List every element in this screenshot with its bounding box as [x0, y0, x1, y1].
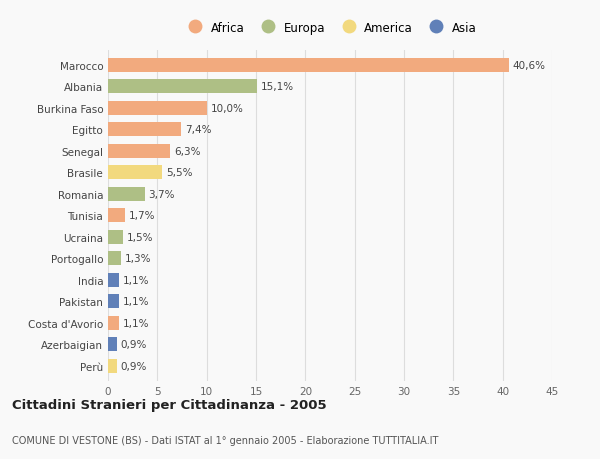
- Bar: [108, 187, 145, 201]
- Text: 1,7%: 1,7%: [129, 211, 155, 221]
- Text: 1,5%: 1,5%: [127, 232, 153, 242]
- Text: 15,1%: 15,1%: [261, 82, 294, 92]
- Text: 5,5%: 5,5%: [166, 168, 193, 178]
- Bar: [108, 166, 162, 180]
- Bar: [108, 145, 170, 158]
- Text: Cittadini Stranieri per Cittadinanza - 2005: Cittadini Stranieri per Cittadinanza - 2…: [12, 398, 326, 411]
- Text: 1,3%: 1,3%: [125, 254, 151, 263]
- Bar: [108, 123, 181, 137]
- Text: 0,9%: 0,9%: [121, 361, 147, 371]
- Text: 7,4%: 7,4%: [185, 125, 211, 135]
- Bar: [108, 273, 119, 287]
- Bar: [108, 80, 257, 94]
- Text: COMUNE DI VESTONE (BS) - Dati ISTAT al 1° gennaio 2005 - Elaborazione TUTTITALIA: COMUNE DI VESTONE (BS) - Dati ISTAT al 1…: [12, 435, 439, 445]
- Text: 1,1%: 1,1%: [123, 275, 149, 285]
- Text: 3,7%: 3,7%: [148, 189, 175, 199]
- Bar: [108, 101, 206, 115]
- Bar: [108, 59, 509, 73]
- Text: 10,0%: 10,0%: [211, 103, 244, 113]
- Bar: [108, 252, 121, 266]
- Bar: [108, 295, 119, 308]
- Text: 1,1%: 1,1%: [123, 318, 149, 328]
- Bar: [108, 230, 123, 244]
- Legend: Africa, Europa, America, Asia: Africa, Europa, America, Asia: [180, 18, 480, 38]
- Text: 6,3%: 6,3%: [174, 146, 200, 157]
- Text: 1,1%: 1,1%: [123, 297, 149, 307]
- Bar: [108, 316, 119, 330]
- Text: 0,9%: 0,9%: [121, 340, 147, 349]
- Text: 40,6%: 40,6%: [512, 61, 545, 71]
- Bar: [108, 209, 125, 223]
- Bar: [108, 359, 117, 373]
- Bar: [108, 337, 117, 352]
